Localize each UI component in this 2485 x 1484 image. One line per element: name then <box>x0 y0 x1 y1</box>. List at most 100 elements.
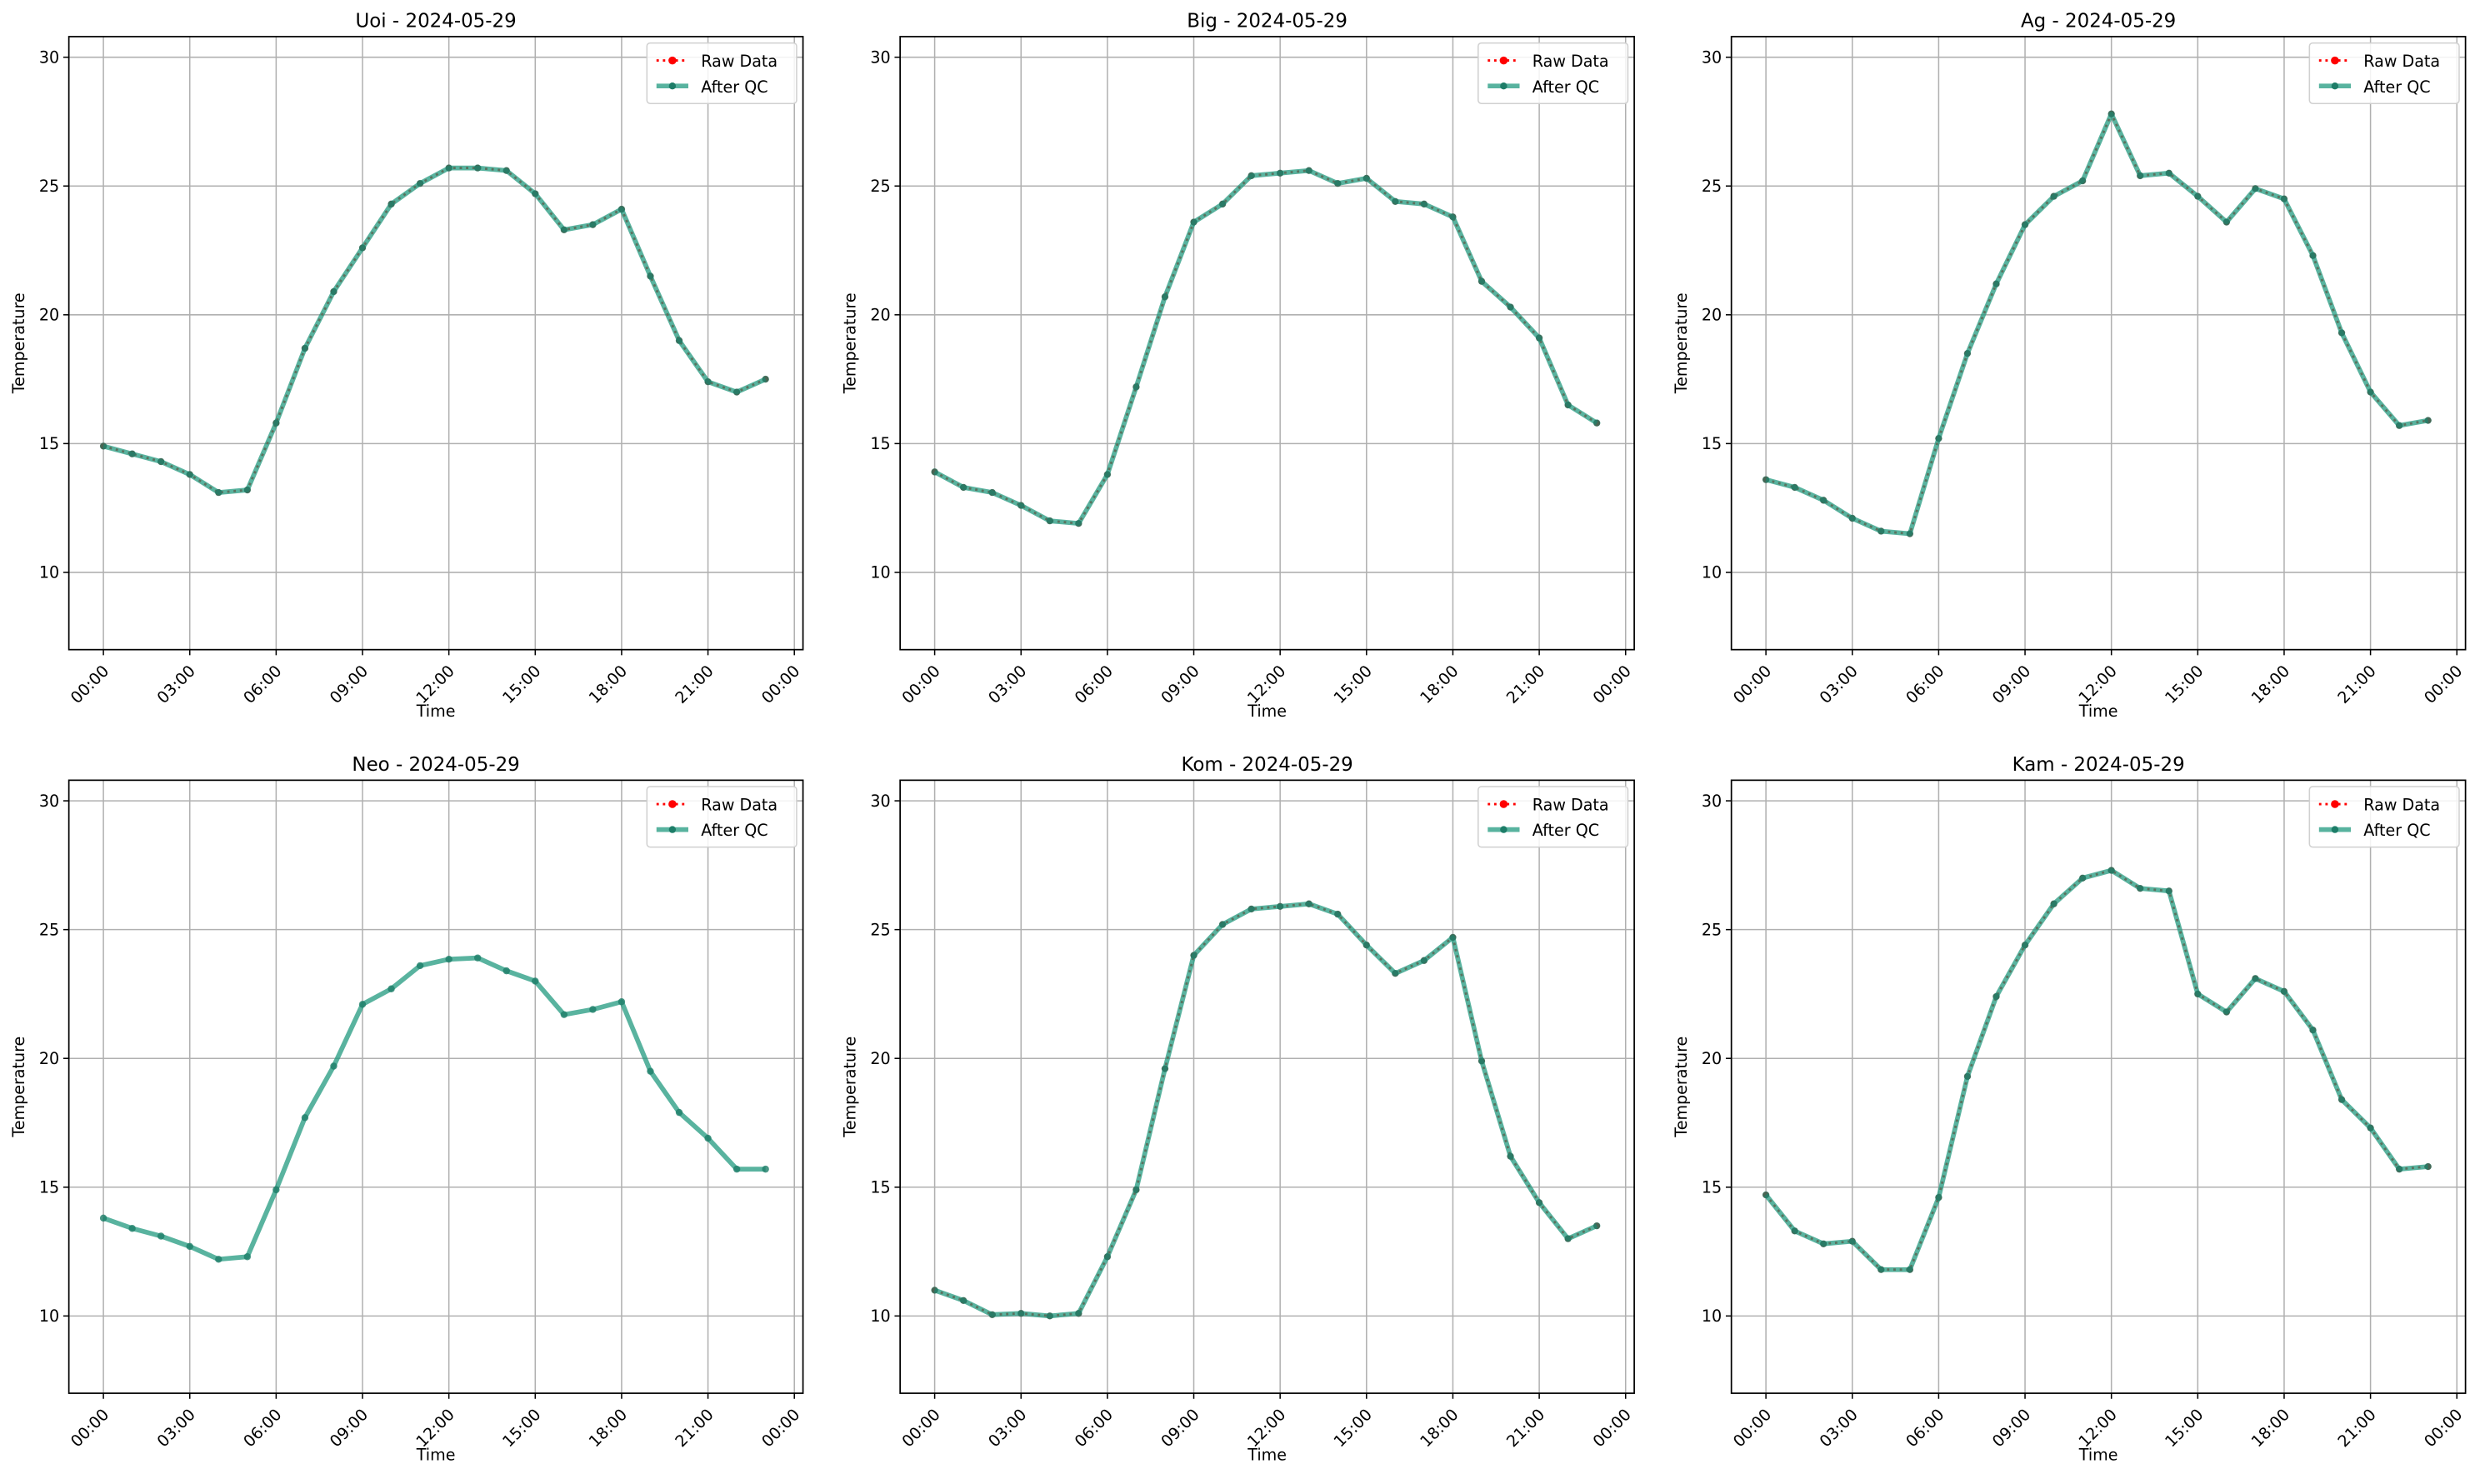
x-tick-label: 12:00 <box>412 662 458 707</box>
x-tick-label: 00:00 <box>67 662 112 707</box>
axes-frame <box>68 36 804 651</box>
after-qc-point <box>473 164 482 172</box>
after-qc-point <box>1507 303 1514 311</box>
after-qc-point <box>1564 1235 1572 1242</box>
after-qc-point <box>959 483 968 492</box>
after-qc-point <box>1161 1065 1169 1072</box>
after-qc-point <box>1564 401 1572 409</box>
subplot-kom: 00:00 03:00 06:00 09:00 12:00 15:00 18:00 21:00… <box>841 754 1635 1464</box>
legend-label-raw: Raw Data <box>1532 52 1609 71</box>
after-qc-point <box>2165 887 2172 895</box>
x-tick-label: 09:00 <box>1158 1405 1203 1451</box>
after-qc-point <box>1218 921 1227 928</box>
legend: Raw Data After QC <box>1478 786 1629 848</box>
legend-raw-marker-icon <box>1499 800 1508 808</box>
y-tick-label: 30 <box>39 47 59 67</box>
after-qc-point <box>2367 388 2374 396</box>
after-qc-point <box>1906 530 1914 537</box>
after-qc-point <box>2395 1165 2403 1173</box>
after-qc-point <box>1161 292 1169 301</box>
subplot-kam: 00:00 03:00 06:00 09:00 12:00 15:00 18:00 21:00… <box>1672 754 2467 1464</box>
x-tick-label: 00:00 <box>2420 1405 2466 1451</box>
y-tick-label: 10 <box>1702 563 1722 582</box>
legend-label-qc: After QC <box>1532 821 1599 840</box>
after-qc-point <box>560 1011 568 1018</box>
after-qc-point <box>647 1067 654 1075</box>
after-qc-point <box>1878 527 1885 535</box>
after-qc-point <box>1535 334 1543 342</box>
after-qc-point <box>272 1186 280 1194</box>
after-qc-point <box>2280 195 2288 202</box>
axes-frame <box>1730 36 2467 651</box>
y-axis-label: Temperature <box>9 292 28 394</box>
x-tick-label: 00:00 <box>1589 1405 1635 1451</box>
x-tick-label: 03:00 <box>1816 662 1862 707</box>
after-qc-point <box>2108 867 2115 874</box>
after-qc-point <box>358 1001 367 1008</box>
x-tick-label: 21:00 <box>1502 662 1548 707</box>
after-qc-point <box>502 167 510 174</box>
after-qc-point <box>128 450 136 457</box>
y-tick-label: 15 <box>1702 1177 1722 1197</box>
x-tick-label: 00:00 <box>758 662 803 707</box>
x-tick-label: 06:00 <box>239 662 285 707</box>
after-qc-point <box>2309 252 2317 259</box>
after-qc-point <box>675 337 683 344</box>
axes-frame <box>899 779 1635 1394</box>
after-qc-point <box>2050 900 2058 907</box>
after-qc-point <box>2137 884 2144 892</box>
after-qc-point <box>1075 519 1082 527</box>
subplot-title: Neo - 2024-05-29 <box>352 754 519 776</box>
x-tick-label: 03:00 <box>153 1405 199 1451</box>
x-tick-label: 03:00 <box>984 1405 1030 1451</box>
after-qc-point <box>988 1311 996 1318</box>
after-qc-line <box>102 165 767 495</box>
x-tick-label: 21:00 <box>672 1405 718 1451</box>
after-qc-point <box>618 205 626 213</box>
legend-label-raw: Raw Data <box>701 52 778 71</box>
legend: Raw Data After QC <box>2308 42 2460 104</box>
legend-qc-marker-icon <box>1500 826 1508 833</box>
legend-raw-marker-icon <box>1499 56 1508 65</box>
y-tick-label: 30 <box>1702 792 1722 811</box>
legend-label-qc: After QC <box>2363 77 2430 97</box>
y-axis-label: Temperature <box>1672 1037 1691 1138</box>
after-qc-point <box>215 1256 222 1263</box>
legend: Raw Data After QC <box>646 42 798 104</box>
x-tick-label: 03:00 <box>1816 1405 1862 1451</box>
after-qc-point <box>1190 218 1198 226</box>
after-qc-point <box>589 1006 597 1013</box>
after-qc-point <box>1103 1253 1112 1261</box>
legend-label-qc: After QC <box>701 77 768 97</box>
after-qc-point <box>560 226 568 233</box>
after-qc-point <box>1791 483 1798 492</box>
after-qc-point <box>445 955 452 963</box>
after-qc-point <box>1762 476 1770 483</box>
legend-qc-marker-icon <box>2331 82 2339 90</box>
axes-frame <box>1730 779 2467 1394</box>
x-tick-label: 06:00 <box>1071 662 1117 707</box>
x-tick-label: 09:00 <box>326 662 372 707</box>
y-tick-label: 10 <box>39 563 59 582</box>
after-qc-point <box>301 1114 309 1122</box>
after-qc-point <box>532 977 539 985</box>
legend-raw-marker-icon <box>2331 800 2339 808</box>
after-qc-point <box>1305 900 1312 907</box>
x-axis-label: Time <box>1247 1445 1287 1464</box>
y-tick-label: 20 <box>1702 1049 1722 1068</box>
x-tick-label: 09:00 <box>1988 662 2034 707</box>
subplot-title: Big - 2024-05-29 <box>1187 10 1348 32</box>
y-axis-label: Temperature <box>841 1037 860 1138</box>
after-qc-point <box>2280 987 2288 996</box>
y-tick-label: 15 <box>39 1177 59 1197</box>
after-qc-point <box>1218 200 1227 208</box>
after-qc-point <box>1046 1312 1053 1320</box>
after-qc-point <box>1906 1266 1914 1273</box>
after-qc-point <box>2338 1096 2346 1103</box>
legend-qc-marker-icon <box>668 826 677 833</box>
after-qc-point <box>388 985 395 992</box>
y-tick-label: 25 <box>39 177 59 196</box>
after-qc-line <box>933 167 1598 527</box>
after-qc-point <box>1305 167 1312 174</box>
